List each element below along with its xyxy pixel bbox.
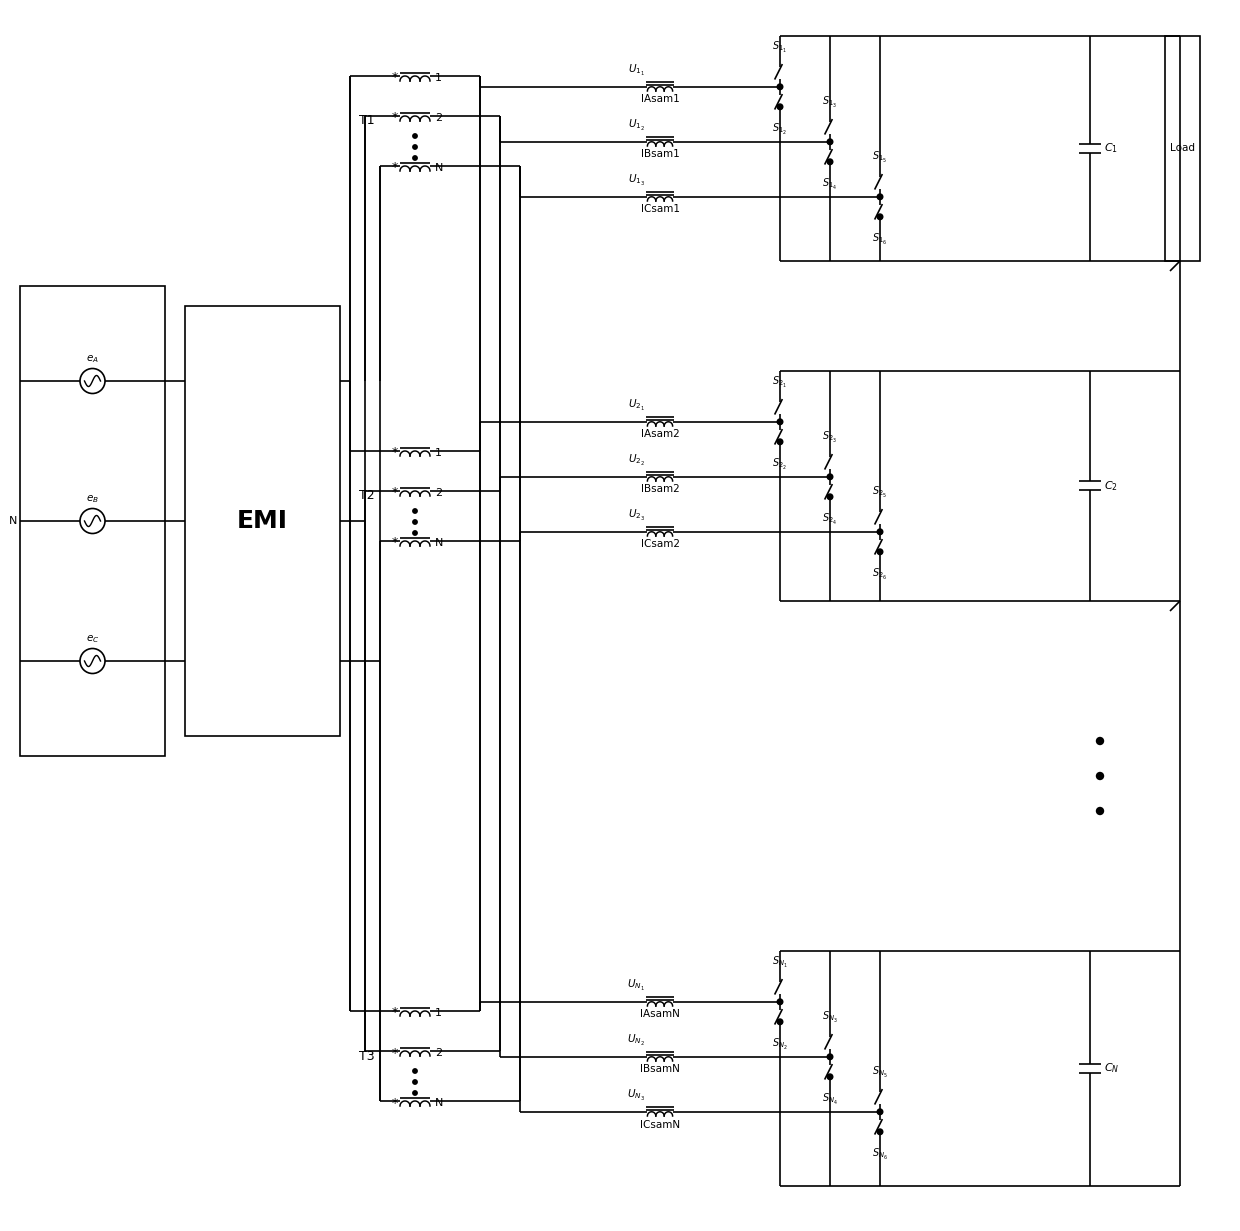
Circle shape: [877, 1109, 883, 1114]
Text: $S_{N_5}$: $S_{N_5}$: [872, 1065, 888, 1080]
Text: $S_{2_2}$: $S_{2_2}$: [773, 457, 787, 471]
Text: IAsam2: IAsam2: [641, 430, 680, 439]
Text: 1: 1: [435, 1008, 441, 1018]
Text: 2: 2: [435, 113, 443, 123]
Circle shape: [413, 531, 417, 535]
Text: $e_B$: $e_B$: [86, 494, 99, 505]
Text: $e_A$: $e_A$: [86, 353, 99, 366]
Circle shape: [413, 508, 417, 513]
Text: IAsam1: IAsam1: [641, 95, 680, 105]
Text: N: N: [435, 1098, 444, 1108]
Bar: [1166, 36, 1200, 261]
Text: $S_{2_4}$: $S_{2_4}$: [822, 512, 838, 527]
Text: *: *: [392, 161, 398, 175]
Circle shape: [1096, 808, 1104, 815]
Text: $S_{2_1}$: $S_{2_1}$: [773, 374, 787, 390]
Circle shape: [413, 1080, 417, 1085]
Text: $C_2$: $C_2$: [1104, 479, 1118, 492]
Circle shape: [827, 159, 833, 165]
Text: Load: Load: [1171, 144, 1195, 154]
Text: $S_{2_5}$: $S_{2_5}$: [873, 485, 888, 500]
Circle shape: [777, 1000, 782, 1004]
Text: $S_{N_4}$: $S_{N_4}$: [822, 1092, 838, 1107]
Circle shape: [777, 1019, 782, 1024]
Text: $U_{2_1}$: $U_{2_1}$: [627, 398, 645, 412]
Text: EMI: EMI: [237, 508, 288, 533]
Text: $e_C$: $e_C$: [86, 633, 99, 645]
Circle shape: [777, 103, 782, 110]
Circle shape: [413, 1069, 417, 1073]
Text: 1: 1: [435, 448, 441, 458]
Text: 1: 1: [435, 73, 441, 82]
Text: $U_{1_2}$: $U_{1_2}$: [627, 118, 645, 133]
Bar: [185, 307, 340, 736]
Text: *: *: [392, 1097, 398, 1109]
Text: $S_{2_6}$: $S_{2_6}$: [872, 566, 888, 582]
Text: $S_{1_5}$: $S_{1_5}$: [873, 150, 888, 165]
Circle shape: [413, 156, 417, 160]
Text: ICsam1: ICsam1: [641, 204, 680, 214]
Text: T2: T2: [360, 490, 374, 502]
Text: 2: 2: [435, 487, 443, 499]
Text: *: *: [392, 71, 398, 85]
Text: $S_{N_2}$: $S_{N_2}$: [773, 1037, 787, 1051]
Text: IBsam1: IBsam1: [641, 149, 680, 160]
Circle shape: [827, 474, 833, 480]
Text: $S_{1_2}$: $S_{1_2}$: [773, 122, 787, 137]
Text: $U_{1_1}$: $U_{1_1}$: [627, 63, 645, 78]
Text: T1: T1: [360, 114, 374, 128]
Circle shape: [413, 134, 417, 138]
Text: $S_{1_6}$: $S_{1_6}$: [872, 231, 888, 247]
Text: $S_{1_4}$: $S_{1_4}$: [822, 177, 838, 192]
Text: $U_{1_3}$: $U_{1_3}$: [627, 172, 645, 188]
Text: N: N: [435, 162, 444, 174]
Text: ICsam2: ICsam2: [641, 539, 680, 549]
Text: $S_{N_6}$: $S_{N_6}$: [872, 1147, 888, 1162]
Text: $C_N$: $C_N$: [1104, 1061, 1120, 1076]
Text: IBsamN: IBsamN: [640, 1065, 680, 1075]
Circle shape: [877, 529, 883, 534]
Text: T3: T3: [360, 1050, 374, 1062]
Circle shape: [777, 84, 782, 90]
Text: 2: 2: [435, 1048, 443, 1057]
Text: $S_{1_1}$: $S_{1_1}$: [773, 39, 787, 55]
Circle shape: [777, 439, 782, 444]
Text: $S_{N_1}$: $S_{N_1}$: [773, 955, 787, 970]
Text: $U_{2_3}$: $U_{2_3}$: [627, 507, 645, 523]
Text: *: *: [392, 1007, 398, 1019]
Text: N: N: [9, 516, 17, 526]
Text: IBsam2: IBsam2: [641, 485, 680, 495]
Text: $U_{N_2}$: $U_{N_2}$: [627, 1033, 645, 1048]
Text: IAsamN: IAsamN: [640, 1009, 680, 1019]
Text: $S_{N_3}$: $S_{N_3}$: [822, 1009, 838, 1024]
Text: $U_{2_2}$: $U_{2_2}$: [627, 453, 645, 468]
Circle shape: [1096, 773, 1104, 779]
Circle shape: [777, 419, 782, 425]
Circle shape: [877, 194, 883, 199]
Text: $C_1$: $C_1$: [1104, 142, 1118, 155]
Text: $U_{N_3}$: $U_{N_3}$: [627, 1088, 645, 1103]
Circle shape: [413, 1091, 417, 1096]
Circle shape: [877, 549, 883, 555]
Circle shape: [827, 139, 833, 144]
Bar: [20, 286, 165, 756]
Circle shape: [877, 214, 883, 219]
Text: *: *: [392, 486, 398, 500]
Circle shape: [827, 1073, 833, 1080]
Text: *: *: [392, 447, 398, 459]
Circle shape: [413, 145, 417, 149]
Text: *: *: [392, 112, 398, 124]
Circle shape: [827, 494, 833, 500]
Text: ICsamN: ICsamN: [640, 1119, 680, 1130]
Circle shape: [1096, 737, 1104, 745]
Text: N: N: [435, 538, 444, 548]
Text: *: *: [392, 1046, 398, 1060]
Text: $U_{N_1}$: $U_{N_1}$: [627, 977, 645, 992]
Circle shape: [827, 1054, 833, 1060]
Circle shape: [413, 519, 417, 524]
Text: *: *: [392, 537, 398, 549]
Circle shape: [877, 1129, 883, 1135]
Text: $S_{2_3}$: $S_{2_3}$: [822, 430, 837, 444]
Text: $S_{1_3}$: $S_{1_3}$: [822, 95, 837, 110]
